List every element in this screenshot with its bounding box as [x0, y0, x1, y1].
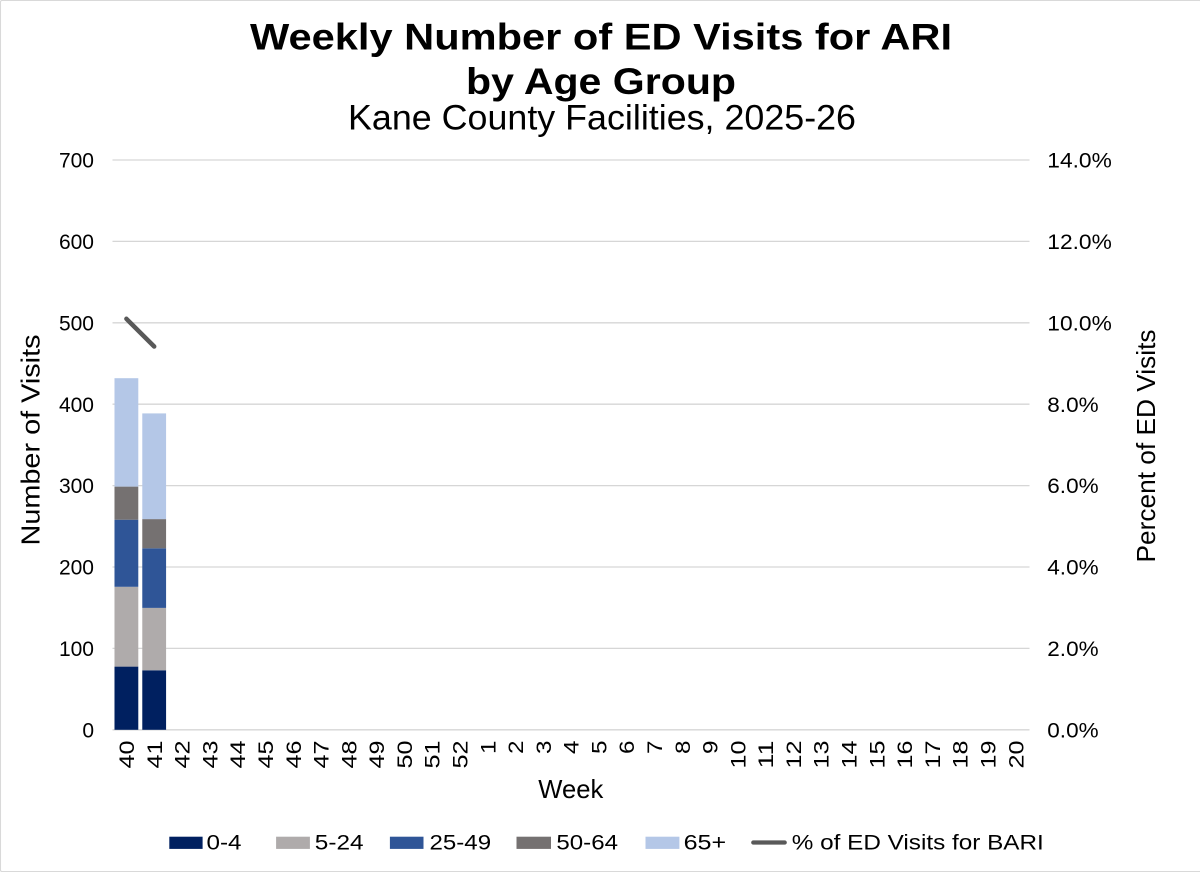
svg-text:16: 16 — [894, 741, 917, 769]
svg-text:by Age Group: by Age Group — [466, 61, 736, 102]
svg-text:49: 49 — [366, 741, 389, 769]
svg-text:100: 100 — [59, 638, 94, 661]
svg-text:14.0%: 14.0% — [1047, 150, 1112, 173]
svg-text:6.0%: 6.0% — [1047, 475, 1098, 498]
svg-text:500: 500 — [59, 312, 94, 335]
svg-text:Kane County Facilities, 2025-2: Kane County Facilities, 2025-26 — [348, 98, 856, 138]
svg-text:% of ED Visits for BARI: % of ED Visits for BARI — [792, 831, 1044, 854]
svg-text:8: 8 — [672, 741, 695, 755]
svg-text:11: 11 — [755, 741, 778, 769]
svg-text:1: 1 — [477, 741, 500, 755]
svg-text:8.0%: 8.0% — [1047, 394, 1098, 417]
svg-text:Weekly Number of ED Visits for: Weekly Number of ED Visits for ARI — [250, 17, 952, 58]
svg-text:6: 6 — [616, 741, 639, 755]
svg-text:Number of Visits: Number of Visits — [16, 335, 46, 546]
svg-text:18: 18 — [950, 741, 973, 769]
svg-text:25-49: 25-49 — [430, 831, 492, 854]
svg-text:700: 700 — [59, 150, 94, 173]
svg-text:200: 200 — [59, 557, 94, 580]
svg-text:52: 52 — [450, 741, 473, 769]
svg-text:5-24: 5-24 — [315, 831, 364, 854]
svg-text:10.0%: 10.0% — [1047, 312, 1112, 335]
svg-text:15: 15 — [866, 741, 889, 769]
svg-text:Week: Week — [538, 774, 604, 804]
svg-text:43: 43 — [199, 741, 222, 769]
svg-text:65+: 65+ — [684, 831, 727, 854]
svg-text:400: 400 — [59, 394, 94, 417]
svg-text:44: 44 — [227, 740, 250, 768]
svg-text:300: 300 — [59, 475, 94, 498]
svg-text:48: 48 — [338, 741, 361, 769]
svg-text:17: 17 — [922, 741, 945, 769]
svg-text:50-64: 50-64 — [556, 831, 618, 854]
svg-text:7: 7 — [644, 741, 667, 755]
svg-text:0-4: 0-4 — [207, 831, 242, 854]
svg-text:4: 4 — [561, 740, 584, 754]
svg-text:14: 14 — [839, 740, 862, 768]
svg-text:19: 19 — [977, 741, 1000, 769]
svg-text:2.0%: 2.0% — [1047, 638, 1098, 661]
svg-text:50: 50 — [394, 741, 417, 769]
svg-text:13: 13 — [811, 741, 834, 769]
svg-text:5: 5 — [588, 741, 611, 755]
svg-text:4.0%: 4.0% — [1047, 557, 1098, 580]
svg-text:0.0%: 0.0% — [1047, 719, 1098, 742]
svg-text:0: 0 — [82, 719, 94, 742]
svg-text:3: 3 — [533, 741, 556, 755]
svg-text:2: 2 — [505, 741, 528, 755]
svg-text:20: 20 — [1005, 741, 1028, 769]
svg-text:42: 42 — [172, 741, 195, 769]
svg-text:12: 12 — [783, 741, 806, 769]
svg-text:46: 46 — [283, 741, 306, 769]
svg-text:45: 45 — [255, 741, 278, 769]
svg-text:600: 600 — [59, 231, 94, 254]
svg-text:51: 51 — [422, 741, 445, 769]
svg-text:40: 40 — [116, 741, 139, 769]
svg-text:10: 10 — [727, 741, 750, 769]
svg-text:9: 9 — [700, 741, 723, 755]
svg-text:Percent of ED Visits: Percent of ED Visits — [1131, 330, 1161, 563]
svg-text:41: 41 — [144, 741, 167, 769]
svg-text:47: 47 — [311, 741, 334, 769]
svg-text:12.0%: 12.0% — [1047, 231, 1112, 254]
